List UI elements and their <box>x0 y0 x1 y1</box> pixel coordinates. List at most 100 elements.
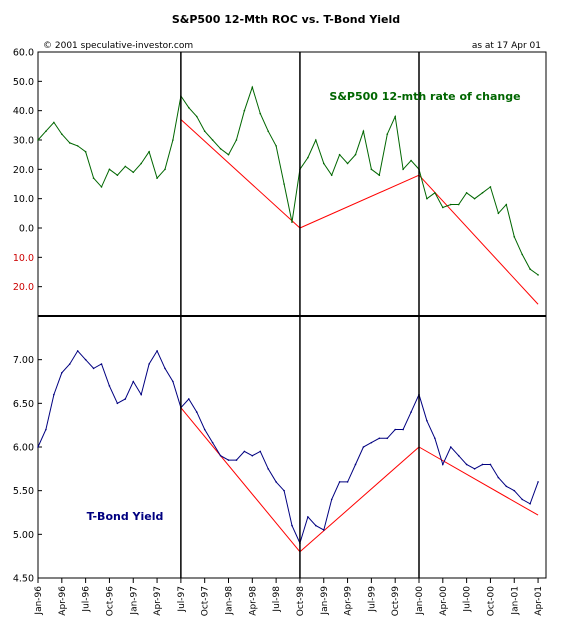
x-tick-label: Oct-97 <box>201 586 211 616</box>
roc-data-point <box>529 268 531 270</box>
roc-data-point <box>132 171 135 174</box>
roc-data-point <box>291 221 293 223</box>
tbond-trend-line <box>180 407 301 553</box>
tbond-data-point <box>457 454 460 457</box>
tbond-data-point <box>346 481 349 483</box>
tbond-ytick-label: 5.50 <box>13 486 34 497</box>
roc-data-point <box>172 139 174 141</box>
roc-data-point <box>243 109 246 112</box>
tbond-data-point <box>449 446 452 448</box>
tbond-data-point <box>76 350 79 352</box>
tbond-data-point <box>37 446 39 448</box>
tbond-data-point <box>243 450 246 453</box>
roc-data-point <box>76 145 79 147</box>
roc-data-point <box>251 86 254 88</box>
roc-data-point <box>402 168 404 171</box>
roc-data-point <box>92 177 95 179</box>
roc-data-point <box>449 203 452 206</box>
x-tick-label: Jan-97 <box>129 586 139 616</box>
x-axis: Jan-96 Apr-96 Jul-96 Oct-96 Jan-97 Apr-97 Jul-… <box>34 578 544 616</box>
tbond-data-point <box>410 411 412 413</box>
roc-data-point <box>426 197 428 200</box>
roc-data-point <box>354 153 357 156</box>
tbond-trend-line <box>299 446 420 553</box>
tbond-ytick-label: 5.00 <box>13 530 34 541</box>
tbond-data-point <box>92 367 95 370</box>
x-tick-label: Apr-96 <box>58 586 68 616</box>
roc-series-label: S&P500 12-mth rate of change <box>329 90 520 103</box>
roc-trend-line <box>180 119 301 229</box>
roc-data-point <box>513 236 516 238</box>
tbond-data-point <box>140 393 142 396</box>
tbond-data-point <box>291 524 293 527</box>
x-tick-label: Jul-99 <box>367 586 377 613</box>
x-tick-label: Oct-96 <box>105 586 115 617</box>
tbond-series-label: T-Bond Yield <box>87 510 164 523</box>
roc-ytick-label: 20.0 <box>13 282 34 293</box>
roc-data-point <box>267 130 269 132</box>
x-tick-label: Jan-96 <box>34 586 44 616</box>
roc-data-point <box>386 133 389 135</box>
x-tick-label: Jul-98 <box>272 586 282 613</box>
tbond-data-point <box>227 459 230 461</box>
x-tick-label: Jul-97 <box>177 586 187 613</box>
roc-ytick-label: 20.0 <box>13 165 34 176</box>
tbond-data-point <box>211 441 214 444</box>
tbond-data-point <box>84 358 87 361</box>
tbond-data-point <box>402 428 404 431</box>
roc-data-point <box>330 174 333 176</box>
roc-data-point <box>434 192 436 194</box>
roc-series-line <box>37 85 539 276</box>
tbond-data-point <box>267 468 269 470</box>
tbond-data-point <box>219 454 222 457</box>
tbond-data-point <box>195 411 198 413</box>
roc-trend-line <box>299 174 420 229</box>
x-tick-label: Apr-00 <box>439 586 449 616</box>
tbond-data-point <box>45 428 47 431</box>
tbond-data-point <box>61 371 63 374</box>
tbond-data-point <box>188 398 190 400</box>
tbond-data-point <box>164 367 166 370</box>
x-tick-label: Oct-99 <box>391 586 401 617</box>
tbond-data-point <box>521 498 523 501</box>
roc-data-point <box>315 139 317 141</box>
vertical-markers <box>180 52 420 578</box>
roc-ytick-label: 40.0 <box>13 106 34 117</box>
roc-data-point <box>338 153 341 156</box>
roc-ytick-label: 10.0 <box>13 253 34 264</box>
roc-data-point <box>473 197 476 200</box>
roc-data-point <box>108 168 111 171</box>
tbond-data-point <box>330 498 333 501</box>
roc-ytick-label: 60.0 <box>13 48 34 59</box>
x-tick-label: Jan-98 <box>225 586 235 616</box>
roc-data-point <box>156 177 158 179</box>
x-tick-label: Jan-01 <box>510 586 520 616</box>
roc-data-point <box>378 174 381 176</box>
roc-data-point <box>481 192 484 194</box>
roc-data-point <box>68 142 71 144</box>
roc-data-point <box>53 121 55 124</box>
roc-panel: 60.0 50.0 40.0 30.0 20.0 10.0 0.0 10.0 20.0 <box>13 48 539 305</box>
x-tick-label: Apr-97 <box>153 586 163 616</box>
roc-trend-line <box>418 174 539 305</box>
tbond-data-point <box>426 420 428 422</box>
roc-data-point <box>140 162 142 165</box>
x-tick-label: Jul-96 <box>82 586 92 613</box>
roc-data-point <box>521 253 523 256</box>
tbond-data-point <box>315 524 317 527</box>
tbond-data-point <box>322 529 325 531</box>
tbond-data-point <box>362 446 365 448</box>
tbond-data-point <box>251 454 254 457</box>
x-tick-label: Oct-00 <box>486 586 496 617</box>
tbond-data-point <box>378 437 381 440</box>
roc-data-point <box>188 106 190 109</box>
roc-data-point <box>61 133 63 135</box>
roc-data-point <box>362 130 365 132</box>
x-tick-label: Jan-00 <box>415 586 425 616</box>
tbond-panel: 7.00 6.50 6.00 5.50 5.00 4.50 <box>13 349 539 585</box>
roc-data-point <box>505 203 508 206</box>
x-tick-label: Oct-98 <box>296 586 306 617</box>
tbond-data-point <box>370 441 373 444</box>
roc-data-point <box>370 168 373 171</box>
